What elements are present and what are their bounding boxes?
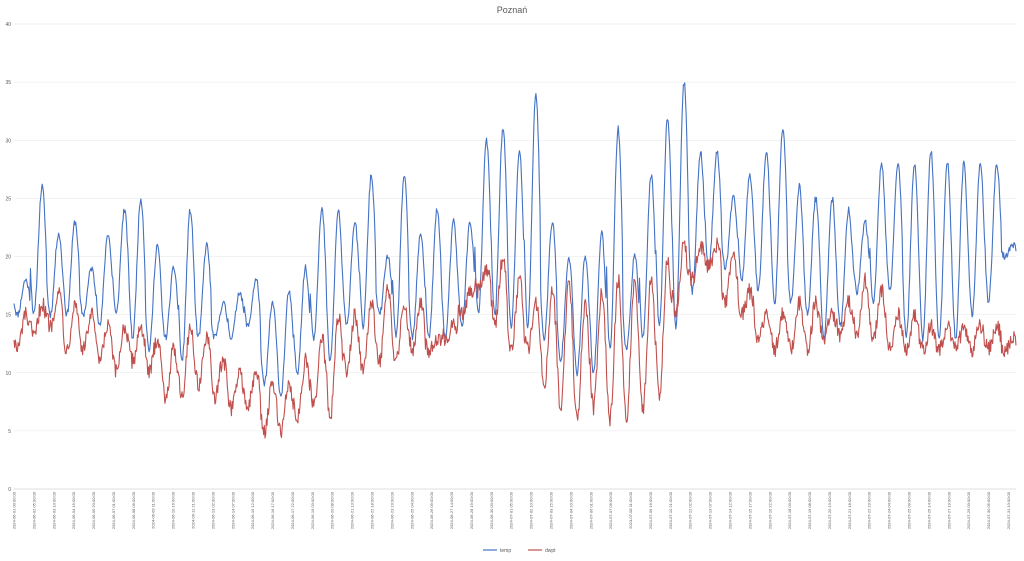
x-axis-ticks: 2024-06-01 00:00:00 2024-06-02 05:00:00 20…	[12, 491, 1012, 529]
y-tick-label: 35	[5, 80, 11, 86]
x-tick-label: 2024-06-20 08:00:00	[330, 491, 335, 529]
y-tick-label: 10	[5, 371, 11, 377]
legend: temp dwpt	[483, 548, 556, 554]
x-tick-label: 2024-06-08 06:00:00	[131, 491, 136, 529]
legend-label-temp: temp	[500, 548, 511, 554]
y-tick-label: 30	[5, 138, 11, 144]
y-tick-label: 25	[5, 196, 11, 202]
x-tick-label: 2024-07-19 08:00:00	[807, 491, 812, 529]
x-tick-label: 2024-07-13 07:00:00	[708, 491, 713, 529]
x-tick-label: 2024-06-23 23:00:00	[389, 491, 394, 529]
x-tick-label: 2024-06-22 18:00:00	[370, 491, 375, 529]
x-tick-label: 2024-06-02 05:00:00	[31, 491, 36, 529]
series-lines	[13, 82, 1017, 439]
x-tick-label: 2024-07-07 06:00:00	[608, 491, 613, 529]
x-tick-label: 2024-07-03 15:00:00	[549, 491, 554, 529]
x-tick-label: 2024-06-10 16:00:00	[171, 491, 176, 529]
x-tick-label: 2024-06-21 13:00:00	[350, 491, 355, 529]
x-tick-label: 2024-07-30 05:00:00	[986, 491, 991, 529]
x-tick-label: 2024-07-12 02:00:00	[688, 491, 693, 529]
x-tick-label: 2024-07-21 18:00:00	[847, 491, 852, 529]
x-tick-label: 2024-06-03 10:00:00	[51, 491, 56, 529]
x-tick-label: 2024-07-15 17:00:00	[747, 491, 752, 529]
x-tick-label: 2024-06-19 03:00:00	[310, 491, 315, 529]
x-tick-label: 2024-06-04 15:00:00	[71, 491, 76, 529]
x-tick-label: 2024-07-10 21:00:00	[668, 491, 673, 529]
x-tick-label: 2024-06-30 00:00:00	[489, 491, 494, 529]
x-tick-label: 2024-07-20 13:00:00	[827, 491, 832, 529]
x-tick-label: 2024-07-04 20:00:00	[568, 491, 573, 529]
x-tick-label: 2024-07-14 12:00:00	[728, 491, 733, 529]
x-tick-label: 2024-06-05 20:00:00	[91, 491, 96, 529]
x-tick-label: 2024-06-17 22:00:00	[290, 491, 295, 529]
y-tick-label: 40	[5, 22, 11, 28]
y-tick-label: 15	[5, 313, 11, 319]
series-line-temp	[13, 82, 1017, 397]
x-tick-label: 2024-07-08 11:00:00	[628, 491, 633, 529]
x-tick-label: 2024-07-02 10:00:00	[529, 491, 534, 529]
x-tick-label: 2024-07-26 14:00:00	[926, 491, 931, 529]
x-tick-label: 2024-06-07 01:00:00	[111, 491, 116, 529]
x-tick-label: 2024-07-29 00:00:00	[966, 491, 971, 529]
legend-label-dwpt: dwpt	[545, 548, 556, 554]
x-tick-label: 2024-06-25 04:00:00	[409, 491, 414, 529]
x-tick-label: 2024-07-24 04:00:00	[887, 491, 892, 529]
x-tick-label: 2024-06-16 17:00:00	[270, 491, 275, 529]
x-tick-label: 2024-06-26 09:00:00	[429, 491, 434, 529]
x-tick-label: 2024-06-28 19:00:00	[469, 491, 474, 529]
x-tick-label: 2024-06-14 07:00:00	[230, 491, 235, 529]
x-tick-label: 2024-07-18 03:00:00	[787, 491, 792, 529]
x-tick-label: 2024-07-22 23:00:00	[867, 491, 872, 529]
y-tick-label: 20	[5, 255, 11, 261]
x-tick-label: 2024-06-01 00:00:00	[12, 491, 17, 529]
x-tick-label: 2024-06-11 21:00:00	[191, 491, 196, 529]
series-line-dwpt	[13, 237, 1017, 439]
x-tick-label: 2024-07-16 22:00:00	[767, 491, 772, 529]
x-tick-label: 2024-06-13 02:00:00	[210, 491, 215, 529]
x-tick-label: 2024-06-09 11:00:00	[151, 491, 156, 529]
x-tick-label: 2024-07-01 05:00:00	[509, 491, 514, 529]
x-tick-label: 2024-06-27 14:00:00	[449, 491, 454, 529]
chart-title: Poznań	[497, 5, 528, 15]
x-tick-label: 2024-07-31 10:00:00	[1006, 491, 1011, 529]
x-tick-label: 2024-07-09 16:00:00	[648, 491, 653, 529]
x-tick-label: 2024-07-27 19:00:00	[946, 491, 951, 529]
y-tick-label: 0	[8, 487, 11, 493]
x-tick-label: 2024-07-25 09:00:00	[907, 491, 912, 529]
x-tick-label: 2024-06-15 12:00:00	[250, 491, 255, 529]
y-tick-label: 5	[8, 429, 11, 435]
x-tick-label: 2024-07-06 01:00:00	[588, 491, 593, 529]
y-axis-ticks: 0 5 10 15 20 25 30 35 40	[5, 22, 11, 493]
